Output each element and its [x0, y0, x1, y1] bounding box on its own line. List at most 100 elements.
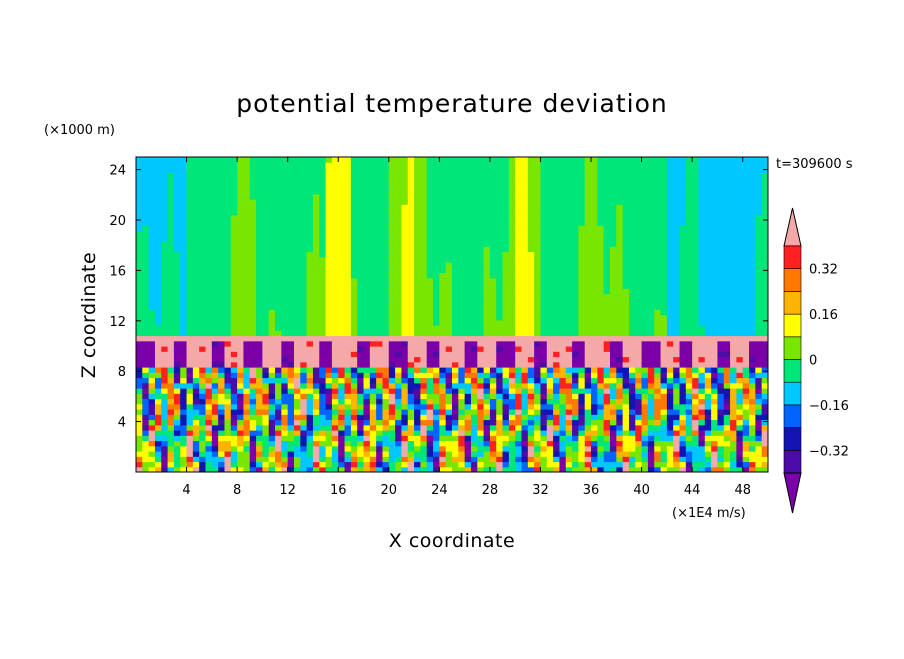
contour-cell [357, 377, 365, 384]
contour-cell [325, 262, 333, 268]
contour-cell [388, 283, 396, 289]
contour-cell [148, 445, 156, 452]
contour-cell [628, 466, 636, 472]
contour-cell [489, 398, 497, 405]
contour-cell [142, 246, 150, 253]
contour-cell [616, 403, 624, 410]
contour-cell [376, 256, 384, 263]
contour-cell [508, 246, 516, 253]
contour-cell [401, 325, 409, 331]
contour-cell [534, 398, 542, 405]
contour-cell [433, 178, 440, 184]
contour-cell [546, 456, 554, 463]
contour-cell [610, 298, 617, 305]
contour-cell [211, 267, 219, 274]
contour-cell [654, 230, 662, 237]
contour-cell [458, 456, 466, 463]
contour-cell [268, 209, 276, 216]
contour-cell [281, 193, 289, 200]
contour-cell [287, 340, 295, 347]
contour-cell [610, 288, 617, 295]
contour-cell [319, 162, 327, 169]
contour-cell [477, 430, 485, 436]
contour-cell [192, 262, 200, 268]
contour-cell [338, 304, 346, 310]
contour-cell [154, 225, 162, 232]
contour-cell [420, 325, 428, 331]
contour-cell [281, 214, 289, 221]
contour-cell [502, 293, 510, 300]
contour-cell [211, 409, 219, 415]
contour-cell [363, 466, 371, 472]
contour-cell [161, 225, 169, 232]
contour-cell [243, 230, 251, 237]
contour-cell [268, 330, 276, 337]
contour-cell [540, 393, 548, 400]
contour-cell [401, 225, 409, 232]
contour-cell [161, 424, 169, 431]
contour-cell [578, 388, 586, 394]
contour-cell [173, 220, 181, 226]
contour-cell [388, 256, 396, 263]
contour-cell [420, 393, 428, 400]
contour-cell [540, 298, 548, 305]
contour-cell [439, 304, 447, 310]
contour-cell [300, 330, 308, 337]
contour-cell [546, 293, 554, 300]
contour-cell [243, 398, 251, 405]
contour-cell [256, 262, 263, 268]
contour-cell [559, 220, 567, 226]
contour-cell [249, 230, 257, 237]
contour-cell [489, 346, 497, 352]
contour-cell [249, 372, 257, 379]
contour-cell [186, 414, 194, 421]
contour-cell [294, 430, 301, 436]
contour-cell [205, 283, 213, 289]
contour-cell [363, 178, 371, 184]
contour-cell [363, 335, 371, 342]
contour-cell [249, 351, 257, 358]
contour-cell [167, 330, 175, 337]
contour-cell [249, 461, 257, 468]
contour-cell [439, 309, 447, 316]
contour-cell [647, 435, 655, 442]
contour-cell [622, 398, 630, 405]
contour-cell [572, 288, 579, 295]
contour-cell [439, 241, 447, 247]
contour-cell [527, 430, 535, 436]
contour-cell [243, 361, 251, 368]
contour-cell [382, 256, 390, 263]
contour-cell [603, 325, 611, 331]
contour-cell [483, 340, 491, 347]
contour-cell [578, 157, 586, 163]
contour-cell [294, 272, 301, 279]
contour-cell [452, 251, 459, 258]
contour-cell [268, 220, 276, 226]
contour-cell [622, 340, 630, 347]
contour-cell [591, 403, 598, 410]
contour-cell [597, 209, 605, 216]
contour-cell [477, 346, 485, 352]
contour-cell [647, 193, 655, 200]
contour-cell [249, 466, 257, 472]
contour-cell [294, 393, 301, 400]
contour-cell [407, 361, 415, 368]
contour-cell [142, 388, 150, 394]
contour-cell [268, 325, 276, 331]
contour-cell [325, 309, 333, 316]
contour-cell [407, 440, 415, 447]
contour-cell [420, 209, 428, 216]
contour-cell [312, 314, 320, 321]
contour-cell [262, 298, 270, 305]
contour-cell [496, 188, 504, 195]
contour-cell [565, 262, 573, 268]
contour-cell [483, 382, 491, 389]
contour-cell [376, 225, 384, 232]
contour-cell [268, 466, 276, 472]
contour-cell [268, 272, 276, 279]
contour-cell [641, 351, 649, 358]
contour-cell [218, 157, 226, 163]
contour-cell [426, 157, 434, 163]
contour-cell [218, 356, 226, 363]
contour-cell [559, 367, 567, 373]
